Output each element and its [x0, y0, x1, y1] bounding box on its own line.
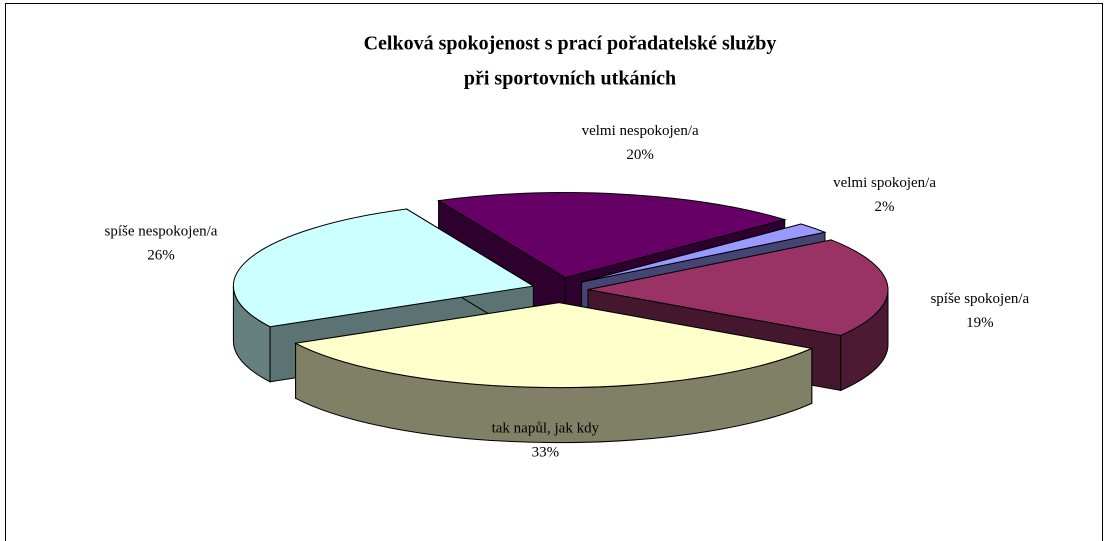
slice-label: velmi spokojen/a [833, 175, 936, 191]
slice-value-label: 19% [966, 315, 994, 331]
slice [294, 302, 814, 389]
slice-value-label: 33% [532, 444, 560, 460]
slice-label: tak napůl, jak kdy [492, 420, 600, 436]
slice [587, 239, 889, 336]
chart-title: Celková spokojenost s prací pořadatelské… [364, 33, 777, 55]
chart-title: při sportovních utkáních [464, 68, 676, 90]
slice-value-label: 20% [626, 147, 654, 163]
slice [437, 192, 787, 279]
slice-label: spíše nespokojen/a [105, 224, 218, 240]
slice [232, 208, 535, 328]
slice-group [294, 301, 814, 444]
slice [581, 223, 827, 283]
slice-label: velmi nespokojen/a [582, 123, 699, 139]
slice-value-label: 26% [147, 248, 175, 264]
slice-value-label: 2% [875, 199, 895, 215]
slice-label: spíše spokojen/a [930, 291, 1029, 307]
